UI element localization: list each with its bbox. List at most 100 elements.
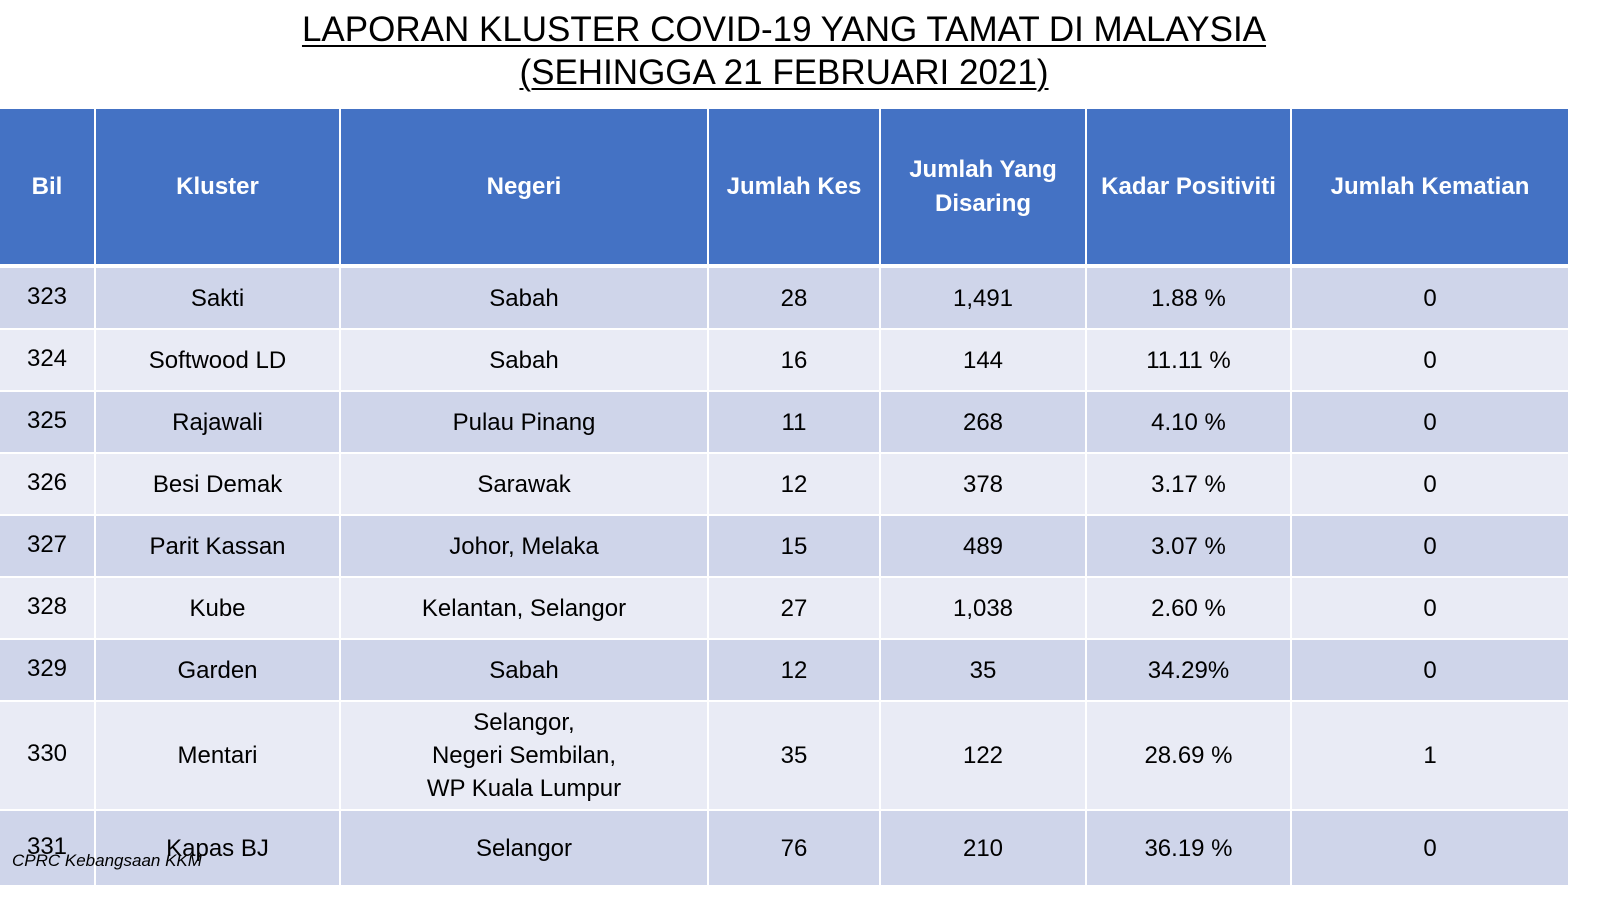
- header-row: Bil Kluster Negeri Jumlah Kes Jumlah Yan…: [0, 109, 1568, 268]
- table-row: 330 Mentari Selangor, Negeri Sembilan, WP Ku…: [0, 702, 1568, 811]
- cell-negeri: Sabah: [341, 640, 709, 702]
- cell-kluster: Kapas BJ: [96, 811, 341, 887]
- table-row: 324 Softwood LD Sabah 16 144 11.11 % 0: [0, 330, 1568, 392]
- negeri-line: Sarawak: [477, 470, 571, 498]
- title-line-1: LAPORAN KLUSTER COVID-19 YANG TAMAT DI M…: [301, 10, 1267, 49]
- cell-kluster: Besi Demak: [96, 454, 341, 516]
- table-row: 329 Garden Sabah 12 35 34.29% 0: [0, 640, 1568, 702]
- header-negeri: Negeri: [341, 109, 709, 268]
- cell-jumlah-disaring: 1,491: [881, 268, 1087, 330]
- table-row: 331 Kapas BJ Selangor 76 210 36.19 % 0: [0, 811, 1568, 887]
- cell-kadar-positiviti: 2.60 %: [1087, 578, 1292, 640]
- cell-kadar-positiviti: 1.88 %: [1087, 268, 1292, 330]
- cell-jumlah-disaring: 378: [881, 454, 1087, 516]
- cell-bil: 326: [0, 454, 96, 516]
- cell-bil: 325: [0, 392, 96, 454]
- source-footer: CPRC Kebangsaan KKM: [12, 851, 202, 870]
- cell-bil: 328: [0, 578, 96, 640]
- table-body: 323 Sakti Sabah 28 1,491 1.88 % 0 324 Softwood L…: [0, 268, 1568, 887]
- cluster-table-container: Bil Kluster Negeri Jumlah Kes Jumlah Yan…: [0, 109, 1568, 887]
- cell-jumlah-disaring: 210: [881, 811, 1087, 887]
- table-row: 328 Kube Kelantan, Selangor 27 1,038 2.60 % 0: [0, 578, 1568, 640]
- cell-bil: 323: [0, 268, 96, 330]
- cell-kadar-positiviti: 36.19 %: [1087, 811, 1292, 887]
- negeri-line: Pulau Pinang: [452, 408, 596, 436]
- header-bil: Bil: [0, 109, 96, 268]
- cell-kluster: Kube: [96, 578, 341, 640]
- cell-jumlah-kematian: 0: [1292, 516, 1568, 578]
- cell-jumlah-kes: 27: [709, 578, 881, 640]
- cell-negeri: Selangor, Negeri Sembilan, WP Kuala Lumpur: [341, 702, 709, 811]
- table-row: 323 Sakti Sabah 28 1,491 1.88 % 0: [0, 268, 1568, 330]
- cell-kadar-positiviti: 3.17 %: [1087, 454, 1292, 516]
- cell-kadar-positiviti: 28.69 %: [1087, 702, 1292, 811]
- cell-bil: 327: [0, 516, 96, 578]
- negeri-line: Johor, Melaka: [449, 532, 599, 560]
- cell-negeri: Johor, Melaka: [341, 516, 709, 578]
- cell-jumlah-disaring: 144: [881, 330, 1087, 392]
- cell-negeri: Pulau Pinang: [341, 392, 709, 454]
- cell-jumlah-disaring: 35: [881, 640, 1087, 702]
- cell-bil: 324: [0, 330, 96, 392]
- table-header: Bil Kluster Negeri Jumlah Kes Jumlah Yan…: [0, 109, 1568, 268]
- cell-kadar-positiviti: 3.07 %: [1087, 516, 1292, 578]
- cell-jumlah-kematian: 1: [1292, 702, 1568, 811]
- header-jumlah-kematian: Jumlah Kematian: [1292, 109, 1568, 268]
- cell-negeri: Selangor: [341, 811, 709, 887]
- title-line-2: (SEHINGGA 21 FEBRUARI 2021): [519, 53, 1049, 92]
- cell-jumlah-kematian: 0: [1292, 330, 1568, 392]
- header-jumlah-disaring-line-2: Disaring: [934, 189, 1032, 217]
- cell-jumlah-kes: 15: [709, 516, 881, 578]
- cell-jumlah-kes: 28: [709, 268, 881, 330]
- cell-jumlah-disaring: 1,038: [881, 578, 1087, 640]
- cell-jumlah-disaring: 122: [881, 702, 1087, 811]
- cell-kadar-positiviti: 34.29%: [1087, 640, 1292, 702]
- cell-jumlah-kes: 35: [709, 702, 881, 811]
- cell-kadar-positiviti: 11.11 %: [1087, 330, 1292, 392]
- cell-jumlah-disaring: 489: [881, 516, 1087, 578]
- negeri-line: WP Kuala Lumpur: [426, 775, 622, 802]
- cell-jumlah-kematian: 0: [1292, 268, 1568, 330]
- cell-bil: 329: [0, 640, 96, 702]
- cell-kluster: Rajawali: [96, 392, 341, 454]
- header-kadar-positiviti: Kadar Positiviti: [1087, 109, 1292, 268]
- cell-bil: 330: [0, 702, 96, 811]
- cell-negeri: Kelantan, Selangor: [341, 578, 709, 640]
- cell-kluster: Mentari: [96, 702, 341, 811]
- cell-kluster: Garden: [96, 640, 341, 702]
- cell-jumlah-kes: 76: [709, 811, 881, 887]
- negeri-line: Negeri Sembilan,: [431, 742, 617, 769]
- table-row: 325 Rajawali Pulau Pinang 11 268 4.10 % 0: [0, 392, 1568, 454]
- cell-kluster: Sakti: [96, 268, 341, 330]
- cell-kluster: Parit Kassan: [96, 516, 341, 578]
- cluster-table: Bil Kluster Negeri Jumlah Kes Jumlah Yan…: [0, 109, 1568, 887]
- cell-jumlah-kematian: 0: [1292, 640, 1568, 702]
- cell-jumlah-kematian: 0: [1292, 454, 1568, 516]
- negeri-line: Selangor,: [473, 709, 575, 736]
- cell-jumlah-kematian: 0: [1292, 578, 1568, 640]
- report-title: LAPORAN KLUSTER COVID-19 YANG TAMAT DI M…: [0, 8, 1568, 94]
- negeri-line: Sabah: [489, 656, 559, 684]
- cell-jumlah-kes: 12: [709, 640, 881, 702]
- cell-negeri: Sabah: [341, 268, 709, 330]
- cell-negeri: Sarawak: [341, 454, 709, 516]
- header-jumlah-kes: Jumlah Kes: [709, 109, 881, 268]
- header-jumlah-disaring: Jumlah Yang Disaring: [881, 109, 1087, 268]
- cell-negeri: Sabah: [341, 330, 709, 392]
- negeri-line: Kelantan, Selangor: [421, 594, 627, 622]
- cell-kluster: Softwood LD: [96, 330, 341, 392]
- table-row: 326 Besi Demak Sarawak 12 378 3.17 % 0: [0, 454, 1568, 516]
- table-row: 327 Parit Kassan Johor, Melaka 15 489 3.07 % 0: [0, 516, 1568, 578]
- cell-jumlah-kes: 12: [709, 454, 881, 516]
- cell-jumlah-disaring: 268: [881, 392, 1087, 454]
- cell-jumlah-kematian: 0: [1292, 392, 1568, 454]
- negeri-line: Selangor: [475, 834, 573, 862]
- header-jumlah-disaring-line-1: Jumlah Yang: [909, 155, 1057, 183]
- negeri-line: Sabah: [489, 346, 559, 374]
- cell-jumlah-kes: 11: [709, 392, 881, 454]
- cell-jumlah-kes: 16: [709, 330, 881, 392]
- cell-jumlah-kematian: 0: [1292, 811, 1568, 887]
- cell-kadar-positiviti: 4.10 %: [1087, 392, 1292, 454]
- header-kluster: Kluster: [96, 109, 341, 268]
- negeri-line: Sabah: [489, 284, 559, 312]
